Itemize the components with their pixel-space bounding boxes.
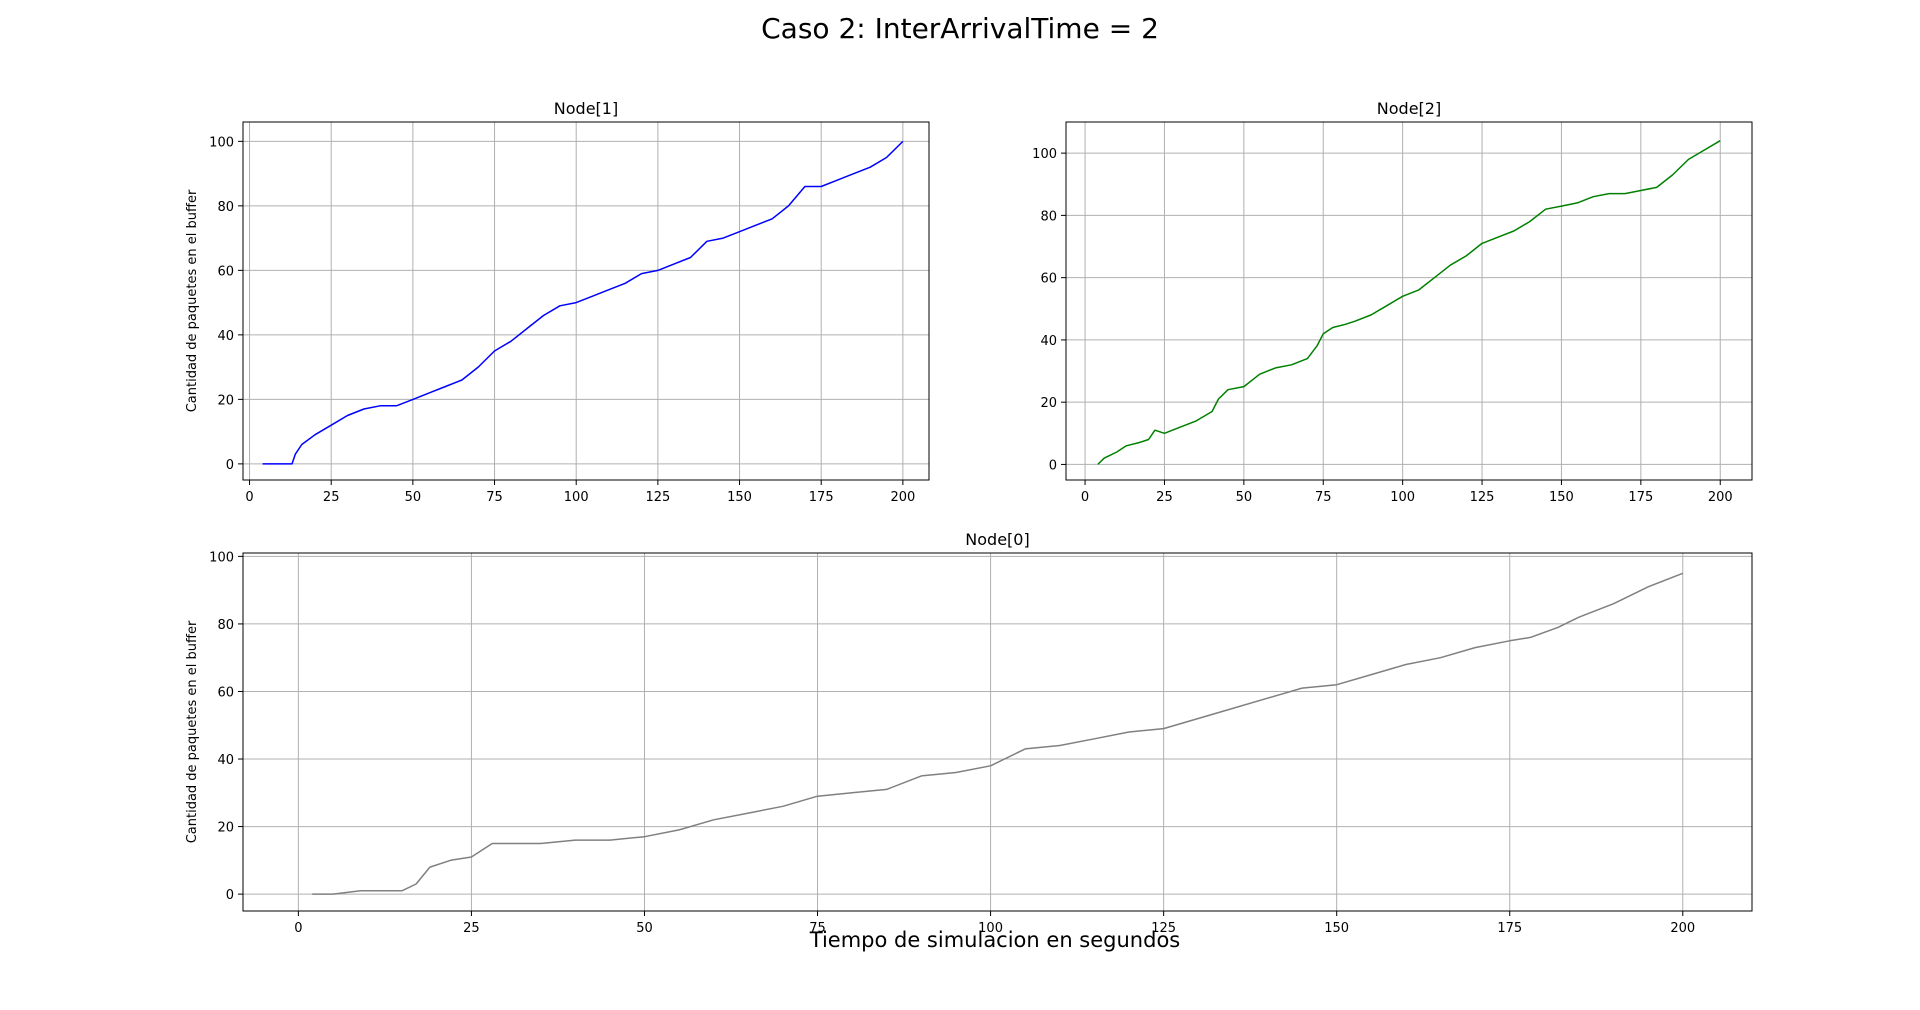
y-tick-label: 100 bbox=[209, 550, 234, 565]
y-tick-label: 20 bbox=[1040, 396, 1057, 411]
y-tick-label: 0 bbox=[1049, 458, 1057, 473]
x-tick-label: 25 bbox=[323, 490, 340, 505]
x-tick-label: 25 bbox=[463, 921, 480, 936]
x-tick-label: 100 bbox=[1390, 490, 1415, 505]
y-tick-label: 20 bbox=[217, 821, 234, 836]
y-axis-label: Cantidad de paquetes en el buffer bbox=[185, 620, 200, 843]
y-axis-label: Cantidad de paquetes en el buffer bbox=[185, 189, 200, 412]
y-tick-label: 80 bbox=[217, 200, 234, 215]
y-tick-label: 60 bbox=[217, 685, 234, 700]
chart-title: Node[1] bbox=[554, 99, 618, 118]
series-line bbox=[1097, 140, 1721, 465]
x-tick-label: 100 bbox=[564, 490, 589, 505]
y-tick-label: 20 bbox=[217, 393, 234, 408]
x-tick-label: 0 bbox=[1081, 490, 1089, 505]
x-tick-label: 175 bbox=[1497, 921, 1522, 936]
x-tick-label: 125 bbox=[645, 490, 670, 505]
y-tick-label: 60 bbox=[1040, 272, 1057, 287]
y-tick-label: 80 bbox=[1040, 209, 1057, 224]
y-tick-label: 40 bbox=[1040, 334, 1057, 349]
x-tick-label: 175 bbox=[1628, 490, 1653, 505]
x-tick-label: 25 bbox=[1156, 490, 1173, 505]
y-tick-label: 100 bbox=[1032, 147, 1057, 162]
figure-title: Caso 2: InterArrivalTime = 2 bbox=[761, 12, 1159, 45]
chart-title: Node[0] bbox=[965, 530, 1029, 549]
x-tick-label: 75 bbox=[809, 921, 826, 936]
x-tick-label: 75 bbox=[486, 490, 503, 505]
x-tick-label: 150 bbox=[727, 490, 752, 505]
x-tick-label: 200 bbox=[890, 490, 915, 505]
chart-title: Node[2] bbox=[1377, 99, 1441, 118]
x-tick-label: 150 bbox=[1324, 921, 1349, 936]
x-tick-label: 150 bbox=[1549, 490, 1574, 505]
y-tick-label: 100 bbox=[209, 135, 234, 150]
chart-node0: 0 25 50 75 100 125 150 175 200 0 20 40 60 80 100 Node[0… bbox=[185, 530, 1753, 936]
x-tick-label: 75 bbox=[1315, 490, 1332, 505]
series-line bbox=[262, 140, 904, 465]
x-tick-label: 50 bbox=[636, 921, 653, 936]
chart-node1: 0 25 50 75 100 125 150 175 200 0 20 40 60 80 100 Node[1… bbox=[185, 99, 930, 505]
x-tick-label: 50 bbox=[1236, 490, 1253, 505]
axes-frame bbox=[242, 552, 1753, 912]
y-tick-label: 0 bbox=[226, 888, 234, 903]
x-tick-label: 0 bbox=[294, 921, 302, 936]
x-tick-label: 125 bbox=[1151, 921, 1176, 936]
x-tick-label: 0 bbox=[245, 490, 253, 505]
x-tick-label: 200 bbox=[1670, 921, 1695, 936]
y-tick-label: 40 bbox=[217, 753, 234, 768]
x-tick-label: 125 bbox=[1470, 490, 1495, 505]
x-tick-label: 50 bbox=[405, 490, 422, 505]
y-tick-label: 80 bbox=[217, 618, 234, 633]
y-tick-label: 60 bbox=[217, 264, 234, 279]
x-tick-label: 200 bbox=[1708, 490, 1733, 505]
axes-frame bbox=[242, 121, 930, 481]
figure-xlabel: Tiempo de simulacion en segundos bbox=[809, 928, 1181, 952]
chart-node2: 0 25 50 75 100 125 150 175 200 0 20 40 60 80 100 Node[2… bbox=[1032, 99, 1753, 505]
y-tick-label: 0 bbox=[226, 458, 234, 473]
x-tick-label: 100 bbox=[978, 921, 1003, 936]
axes-frame bbox=[1065, 121, 1753, 481]
series-line bbox=[312, 572, 1684, 895]
x-tick-label: 175 bbox=[809, 490, 834, 505]
y-tick-label: 40 bbox=[217, 329, 234, 344]
